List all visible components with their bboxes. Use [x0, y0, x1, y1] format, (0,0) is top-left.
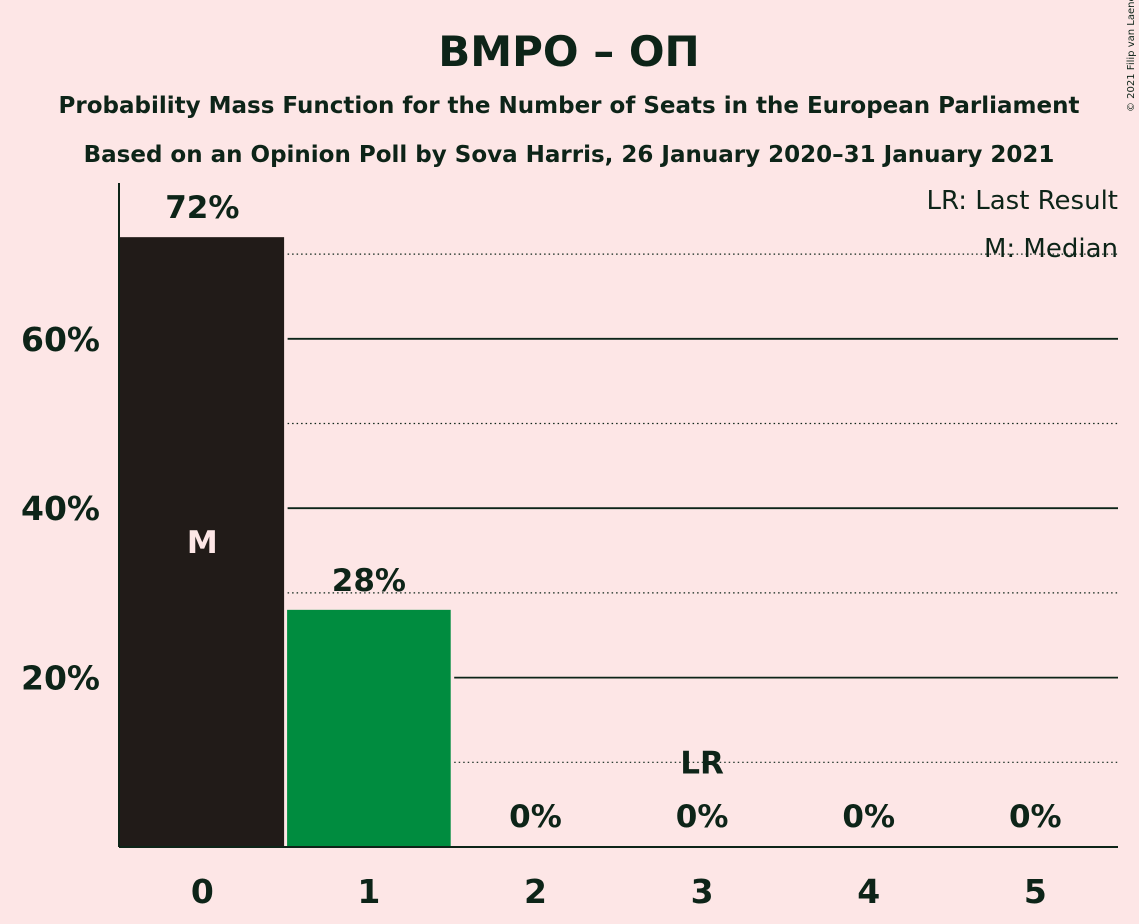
last-result-marker: LR [680, 745, 724, 781]
value-label-4: 0% [842, 799, 895, 835]
x-tick-label-2: 2 [524, 872, 547, 911]
value-label-2: 0% [509, 799, 562, 835]
x-tick-label-1: 1 [357, 872, 380, 911]
chart-subtitle-line-2: Based on an Opinion Poll by Sova Harris,… [84, 142, 1055, 168]
x-tick-label-3: 3 [691, 872, 714, 911]
copyright-note: © 2021 Filip van Laenen [1126, 0, 1137, 112]
value-label-1: 28% [332, 563, 406, 599]
x-tick-label-0: 0 [191, 872, 214, 911]
y-tick-label: 20% [21, 659, 100, 698]
axes [118, 183, 1118, 848]
value-label-5: 0% [1009, 799, 1062, 835]
value-label-0: 72% [165, 190, 239, 226]
chart-title: ВМРО – ОП [438, 27, 699, 76]
bar-1 [287, 609, 451, 847]
chart-subtitle-line-1: Probability Mass Function for the Number… [59, 93, 1080, 119]
legend-median: M: Median [984, 234, 1118, 264]
bar-0 [119, 237, 285, 847]
bars [119, 237, 451, 847]
legend-last-result: LR: Last Result [926, 186, 1118, 216]
gridlines [287, 253, 1118, 763]
y-tick-label: 60% [21, 320, 100, 359]
x-tick-label-5: 5 [1024, 872, 1047, 911]
value-label-3: 0% [676, 799, 729, 835]
median-marker: M [187, 525, 218, 561]
y-tick-label: 40% [21, 489, 100, 528]
x-tick-label-4: 4 [857, 872, 880, 911]
